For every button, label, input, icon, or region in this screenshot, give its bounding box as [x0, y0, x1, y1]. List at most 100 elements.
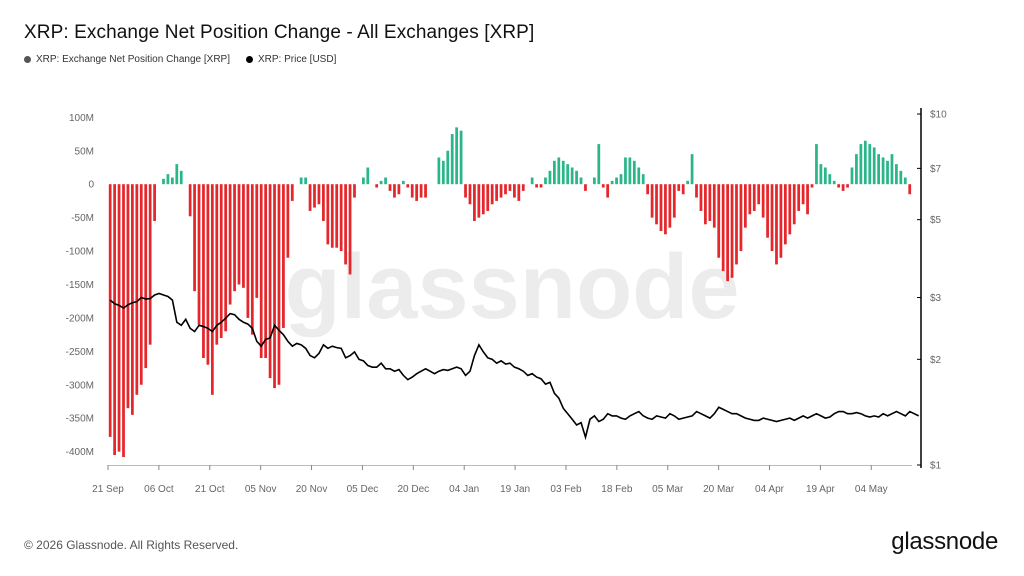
bar: [823, 167, 827, 185]
bar: [561, 160, 565, 185]
y-tick-label: -100M: [66, 247, 94, 258]
bar: [815, 144, 818, 185]
bar: [704, 184, 707, 225]
bar: [628, 157, 632, 185]
bar: [424, 184, 427, 198]
x-tick-label: 05 Dec: [347, 484, 379, 495]
bar: [304, 177, 307, 185]
bar: [681, 184, 685, 195]
bar: [313, 184, 316, 208]
x-axis: 21 Sep 06 Oct 21 Oct 05 Nov 20 Nov 05 Dec 20 D…: [92, 465, 912, 495]
x-tick-label: 21 Sep: [92, 484, 124, 495]
bar: [108, 184, 112, 437]
bar: [473, 184, 476, 221]
bar: [188, 184, 192, 217]
bar: [748, 184, 752, 215]
bar: [841, 184, 845, 191]
y2-tick-label: $1: [930, 461, 942, 472]
bar: [277, 184, 281, 385]
bar: [264, 184, 268, 359]
bar: [144, 184, 148, 369]
bar: [237, 184, 241, 285]
bar: [495, 184, 498, 201]
chart-title: XRP: Exchange Net Position Change - All …: [24, 22, 535, 43]
bar: [850, 167, 854, 185]
x-tick-label: 18 Feb: [601, 484, 633, 495]
bar: [508, 184, 512, 191]
bar: [686, 180, 690, 185]
bar: [521, 184, 525, 191]
bar: [641, 174, 645, 185]
bar: [708, 184, 712, 221]
bar: [757, 184, 761, 205]
bar: [548, 170, 552, 185]
bar: [752, 184, 756, 211]
bar: [890, 154, 894, 185]
bar: [672, 184, 676, 218]
legend-item-price[interactable]: XRP: Price [USD]: [246, 54, 336, 65]
chart-legend: XRP: Exchange Net Position Change [XRP] …: [24, 54, 336, 65]
y-tick-label: -200M: [66, 313, 94, 324]
bar: [366, 167, 370, 185]
x-tick-label: 06 Oct: [144, 484, 174, 495]
bar: [415, 184, 419, 201]
y2-tick-label: $10: [930, 110, 947, 121]
bar: [553, 160, 556, 185]
bar: [513, 184, 516, 198]
bar: [579, 177, 583, 185]
bar: [877, 154, 881, 185]
bar: [584, 184, 587, 191]
bar: [441, 160, 445, 185]
bar: [255, 184, 259, 298]
bar: [570, 167, 574, 185]
price-line: [109, 292, 920, 441]
bar: [881, 157, 885, 185]
bar: [308, 184, 312, 211]
bar: [282, 184, 285, 328]
bar: [819, 164, 823, 185]
x-tick-label: 03 Feb: [550, 484, 582, 495]
bar: [895, 164, 898, 185]
bar: [228, 184, 232, 305]
bar: [788, 184, 792, 235]
bar: [450, 134, 454, 185]
bar: [726, 184, 729, 282]
bar: [210, 184, 214, 395]
bar: [206, 184, 210, 365]
bar: [806, 184, 809, 215]
bar: [801, 184, 805, 205]
bar: [606, 184, 610, 198]
bar: [650, 184, 654, 218]
bar: [761, 184, 765, 218]
legend-item-net-position[interactable]: XRP: Exchange Net Position Change [XRP]: [24, 54, 230, 65]
bar: [792, 184, 796, 225]
bar: [122, 184, 125, 457]
bar: [486, 184, 490, 211]
bar: [646, 184, 650, 195]
bar: [517, 184, 521, 201]
x-tick-label: 05 Mar: [652, 484, 684, 495]
bar: [233, 184, 236, 292]
bar: [135, 184, 139, 395]
x-tick-label: 20 Nov: [296, 484, 328, 495]
y-tick-label: -150M: [66, 280, 94, 291]
bar: [397, 184, 401, 195]
bar: [659, 184, 663, 231]
bar: [903, 177, 907, 185]
bar: [695, 184, 698, 198]
bar: [410, 184, 414, 198]
bar: [886, 160, 889, 185]
bar: [908, 184, 912, 195]
bar: [539, 184, 543, 188]
bar: [353, 184, 356, 198]
bar: [459, 130, 463, 185]
bar: [464, 184, 467, 198]
bar: [610, 180, 614, 185]
x-tick-label: 19 Jan: [500, 484, 530, 495]
x-tick-label: 04 May: [855, 484, 888, 495]
bar: [668, 184, 672, 228]
bar: [375, 184, 379, 188]
y2-tick-label: $5: [930, 215, 942, 226]
bar: [268, 184, 272, 379]
bar: [361, 177, 365, 185]
